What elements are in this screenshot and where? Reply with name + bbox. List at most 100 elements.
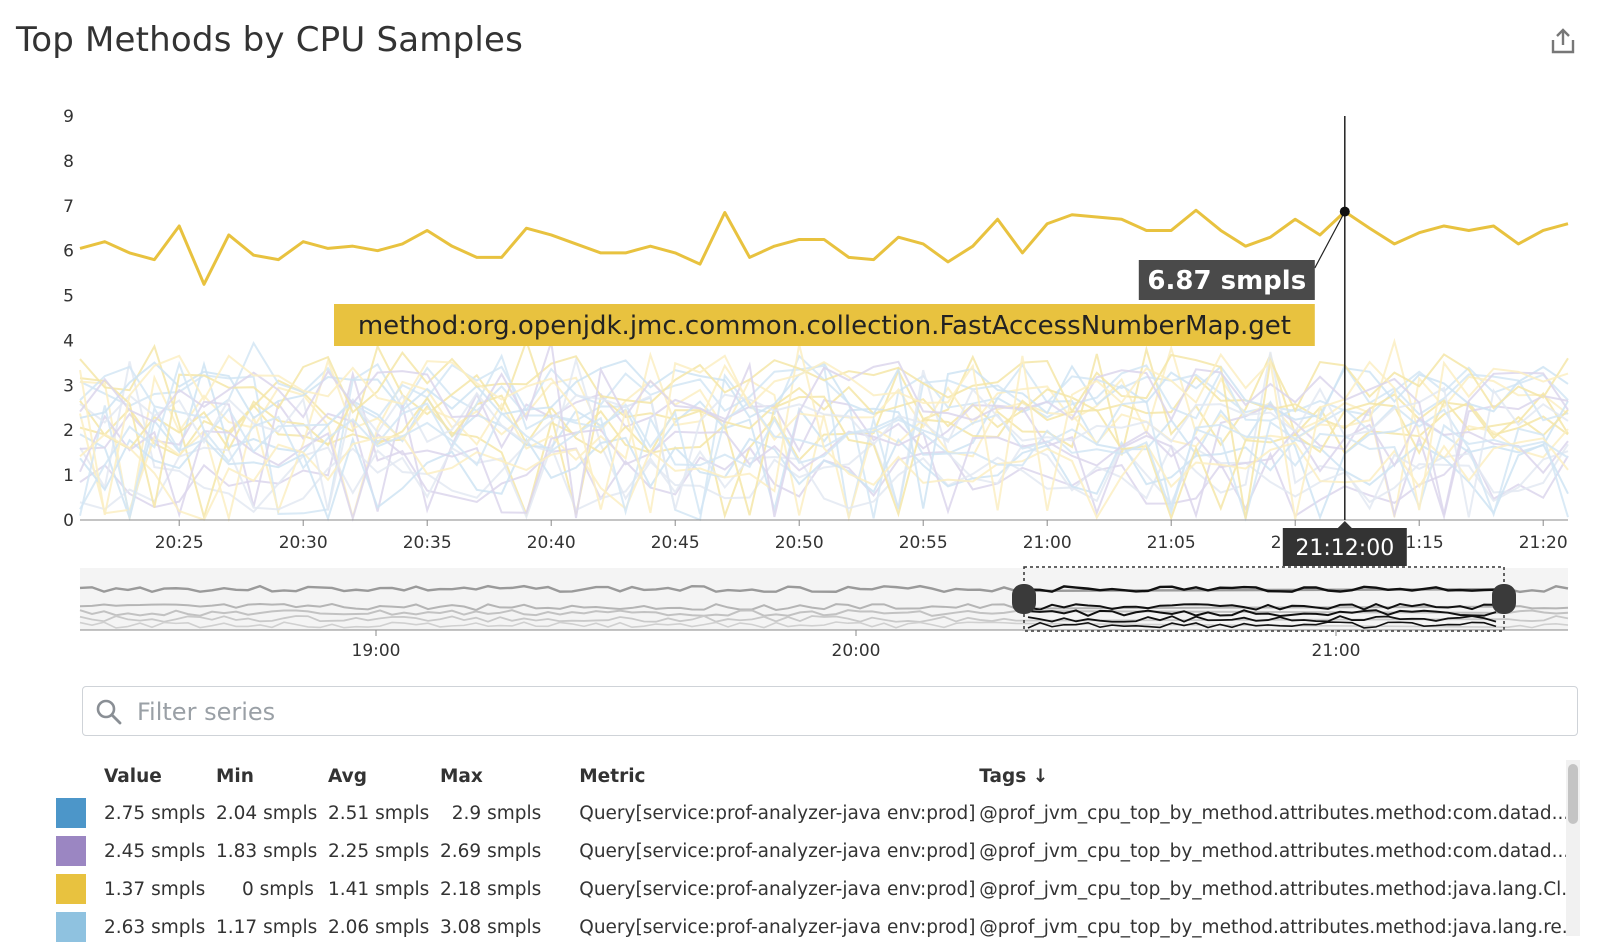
series-color-swatch (56, 836, 86, 866)
series-value: 2.75 smpls (104, 802, 206, 824)
faded-series-line (79, 352, 1569, 520)
highlighted-series-line (79, 208, 1569, 286)
hover-connector (1314, 211, 1346, 269)
x-tick-label: 21:00 (1023, 533, 1072, 553)
hover-time-tooltip (1282, 528, 1407, 566)
hover-time-pointer (1337, 521, 1352, 528)
series-color-swatch (56, 798, 86, 828)
series-min: 1.17 smpls (216, 916, 318, 938)
faded-series-line (79, 386, 1569, 518)
highlighted-series (79, 208, 1569, 286)
legend-header-metric[interactable]: Metric (579, 765, 646, 787)
x-tick-label: 21:15 (1395, 533, 1444, 553)
navigator-selected-series-line (1027, 621, 1497, 629)
series-max: 2.18 smpls (440, 878, 542, 900)
y-axis: 0 1 2 3 4 5 6 7 8 9 (63, 107, 74, 531)
time-navigator: 19:00 20:00 21:00 (79, 566, 1569, 660)
navigator-background (80, 568, 1568, 630)
navigator-selected-series-line (1027, 602, 1497, 611)
hover-point (1339, 206, 1350, 217)
series-avg: 2.51 smpls (328, 802, 430, 824)
legend-row[interactable]: 1.37 smpls 0 smpls 1.41 smpls 2.18 smpls… (56, 870, 1579, 908)
legend-header-avg[interactable]: Avg (328, 765, 367, 787)
legend-header-value[interactable]: Value (104, 765, 162, 787)
faded-series-line (79, 360, 1569, 516)
navigator-series-line (79, 609, 1569, 617)
y-tick-label: 2 (63, 421, 74, 441)
widget-title: Top Methods by CPU Samples (16, 20, 524, 60)
y-tick-label: 3 (63, 376, 74, 396)
faded-series-line (79, 351, 1569, 519)
series-min: 2.04 smpls (216, 802, 318, 824)
faded-series-line (79, 344, 1569, 521)
hover-value-label: 6.87 smpls (1147, 266, 1306, 296)
legend-scrollbar-thumb[interactable] (1568, 764, 1578, 824)
faded-series-line (79, 359, 1569, 509)
legend-row[interactable]: 2.75 smpls 2.04 smpls 2.51 smpls 2.9 smp… (56, 794, 1579, 832)
legend-header-swatch (56, 758, 104, 794)
navigator-series-line (79, 621, 1569, 629)
navigator-selected-series-line (1027, 615, 1497, 623)
x-tick-label: 20:25 (155, 533, 204, 553)
faded-series-line (79, 341, 1569, 519)
hover-value-tooltip (1138, 260, 1315, 300)
series-max: 3.08 smpls (440, 916, 542, 938)
series-value: 1.37 smpls (104, 878, 206, 900)
x-tick-label: 20:35 (403, 533, 452, 553)
navigator-handle-left[interactable] (1012, 584, 1036, 614)
faded-series-line (79, 414, 1569, 522)
y-tick-label: 7 (63, 197, 74, 217)
faded-series-group (79, 337, 1569, 523)
series-tags: @prof_jvm_cpu_top_by_method.attributes.m… (979, 840, 1570, 862)
series-avg: 2.06 smpls (328, 916, 430, 938)
faded-series-line (79, 436, 1569, 522)
faded-series-line (79, 337, 1569, 523)
navigator-selected-series-line (1027, 585, 1497, 593)
series-metric: Query[service:prof-analyzer-java env:pro… (579, 916, 976, 938)
y-tick-label: 1 (63, 466, 74, 486)
y-tick-label: 4 (63, 331, 74, 351)
y-tick-label: 5 (63, 287, 74, 307)
series-legend-table: Value Min Avg Max Metric Tags ↓ 2.75 smp… (56, 758, 1579, 946)
series-avg: 1.41 smpls (328, 878, 430, 900)
x-tick-label: 21:05 (1147, 533, 1196, 553)
series-min: 0 smpls (242, 878, 314, 900)
x-tick-label: 20:45 (651, 533, 700, 553)
series-max: 2.69 smpls (440, 840, 542, 862)
y-tick-label: 9 (63, 107, 74, 127)
series-metric: Query[service:prof-analyzer-java env:pro… (579, 840, 976, 862)
faded-series-line (79, 340, 1569, 518)
share-icon[interactable] (1548, 26, 1578, 56)
series-avg: 2.25 smpls (328, 840, 430, 862)
navigator-handle-right[interactable] (1492, 584, 1516, 614)
faded-series-line (79, 394, 1569, 521)
series-max: 2.9 smpls (451, 802, 542, 824)
faded-series-line (79, 351, 1569, 514)
series-value: 2.45 smpls (104, 840, 206, 862)
navigator-series-line (79, 603, 1569, 612)
hover-time-label: 21:12:00 (1295, 536, 1394, 561)
legend-row[interactable]: 2.63 smpls 1.17 smpls 2.06 smpls 3.08 sm… (56, 908, 1579, 946)
x-tick-label: 21:20 (1519, 533, 1568, 553)
series-value: 2.63 smpls (104, 916, 206, 938)
navigator-tick-label: 21:00 (1312, 641, 1361, 660)
x-tick-label: 20:30 (279, 533, 328, 553)
hover-series-tooltip (334, 304, 1315, 346)
hover-layer: 6.87 smpls method:org.openjdk.jmc.common.… (334, 116, 1407, 566)
legend-header-min[interactable]: Min (216, 765, 254, 787)
series-color-swatch (56, 912, 86, 942)
hover-series-label: method:org.openjdk.jmc.common.collection… (358, 311, 1291, 341)
series-tags: @prof_jvm_cpu_top_by_method.attributes.m… (979, 878, 1579, 900)
legend-header-tags[interactable]: Tags ↓ (979, 765, 1049, 787)
timeseries-chart[interactable]: 0 1 2 3 4 5 6 7 8 9 20:25 20:30 20:35 20:40 20:45 20:5… (0, 100, 1600, 660)
navigator-tick-label: 20:00 (832, 641, 881, 660)
legend-row[interactable]: 2.45 smpls 1.83 smpls 2.25 smpls 2.69 sm… (56, 832, 1579, 870)
legend-header-max[interactable]: Max (440, 765, 483, 787)
filter-series-input[interactable] (135, 691, 1539, 733)
y-tick-label: 6 (63, 242, 74, 262)
x-tick-label: 20:50 (775, 533, 824, 553)
legend-scrollbar[interactable] (1566, 760, 1580, 936)
series-metric: Query[service:prof-analyzer-java env:pro… (579, 878, 976, 900)
series-metric: Query[service:prof-analyzer-java env:pro… (579, 802, 976, 824)
filter-series-box[interactable] (82, 686, 1578, 736)
